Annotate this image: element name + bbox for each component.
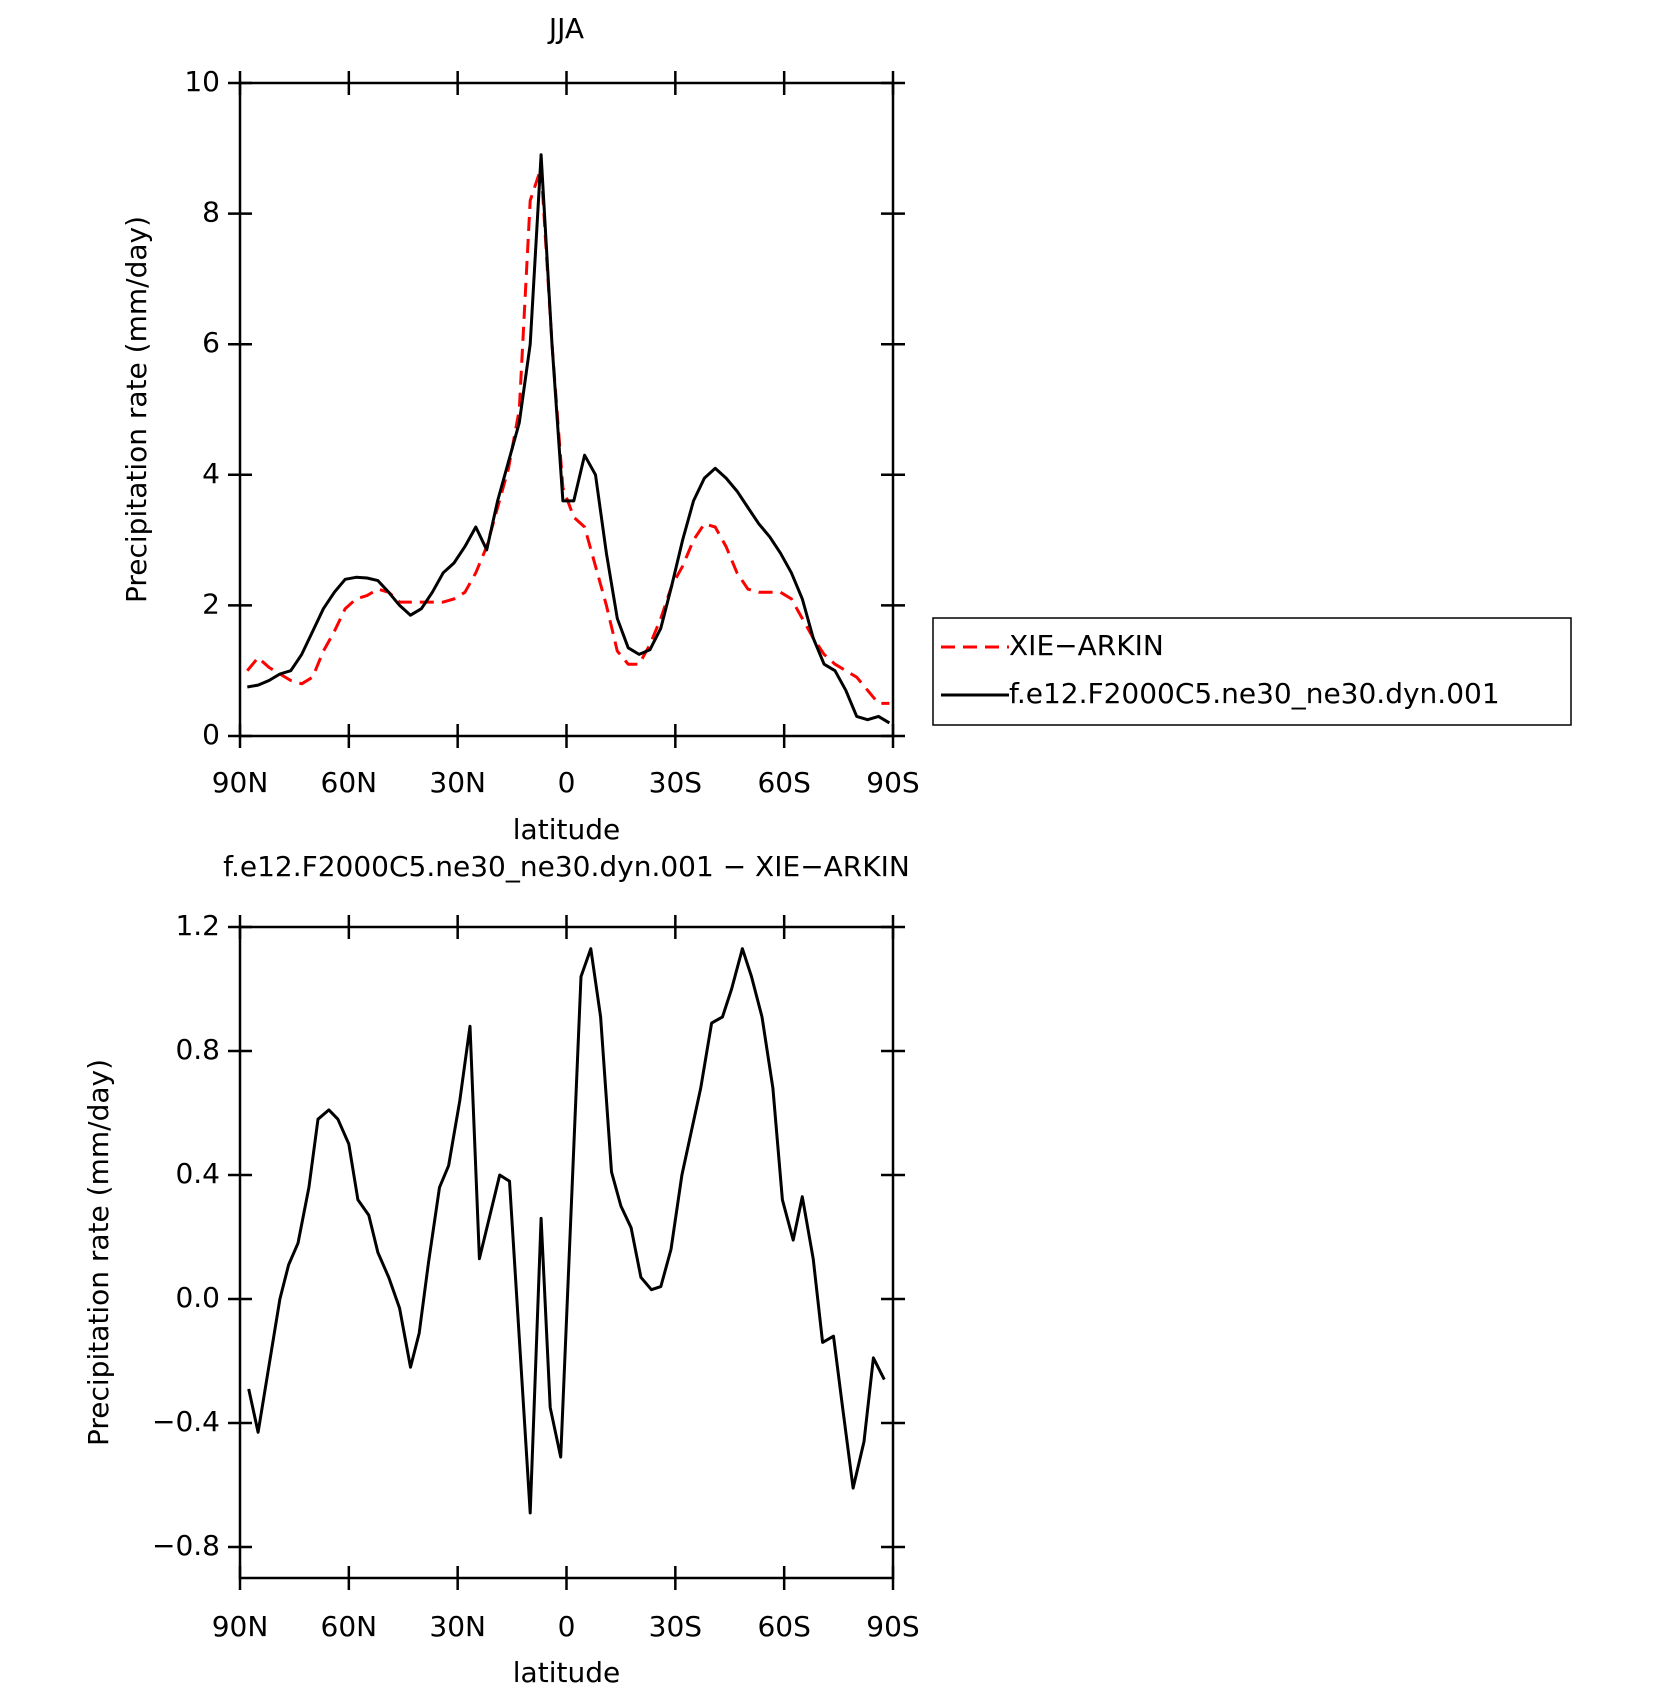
y-tick-label: 0.0	[175, 1281, 220, 1314]
legend-box	[932, 617, 1572, 726]
x-axis-label: latitude	[513, 813, 620, 846]
data-line	[247, 947, 886, 1515]
y-tick-label: −0.8	[152, 1529, 220, 1562]
y-tick-label: 6	[202, 326, 220, 359]
y-axis-label: Precipitation rate (mm/day)	[82, 1059, 115, 1446]
x-tick-label: 30S	[649, 766, 702, 799]
legend-label: XIE−ARKIN	[1009, 629, 1164, 662]
chart-title: f.e12.F2000C5.ne30_ne30.dyn.001 − XIE−AR…	[223, 850, 910, 883]
data-line	[247, 153, 891, 725]
x-tick-label: 60S	[757, 1610, 810, 1643]
y-tick-label: 1.2	[175, 909, 220, 942]
data-line	[246, 166, 890, 705]
x-tick-label: 90N	[212, 766, 269, 799]
plot-frame	[238, 81, 895, 738]
x-tick-label: 90N	[212, 1610, 269, 1643]
y-tick-label: −0.4	[152, 1405, 220, 1438]
x-tick-label: 90S	[866, 766, 919, 799]
x-tick-label: 30N	[429, 766, 486, 799]
x-tick-label: 0	[558, 1610, 576, 1643]
x-tick-label: 90S	[866, 1610, 919, 1643]
x-tick-label: 60S	[757, 766, 810, 799]
x-tick-label: 0	[558, 766, 576, 799]
y-tick-label: 2	[202, 587, 220, 620]
x-tick-label: 30S	[649, 1610, 702, 1643]
y-tick-label: 0.4	[175, 1157, 220, 1190]
chart-title: JJA	[547, 12, 584, 45]
y-tick-label: 10	[184, 65, 220, 98]
y-axis-label: Precipitation rate (mm/day)	[120, 216, 153, 603]
legend-label: f.e12.F2000C5.ne30_ne30.dyn.001	[1009, 677, 1500, 710]
y-tick-label: 0	[202, 718, 220, 751]
x-tick-label: 60N	[321, 1610, 378, 1643]
y-tick-label: 8	[202, 196, 220, 229]
y-tick-label: 4	[202, 457, 220, 490]
x-tick-label: 60N	[321, 766, 378, 799]
y-tick-label: 0.8	[175, 1033, 220, 1066]
plot-frame	[238, 925, 895, 1580]
x-tick-label: 30N	[429, 1610, 486, 1643]
x-axis-label: latitude	[513, 1656, 620, 1689]
